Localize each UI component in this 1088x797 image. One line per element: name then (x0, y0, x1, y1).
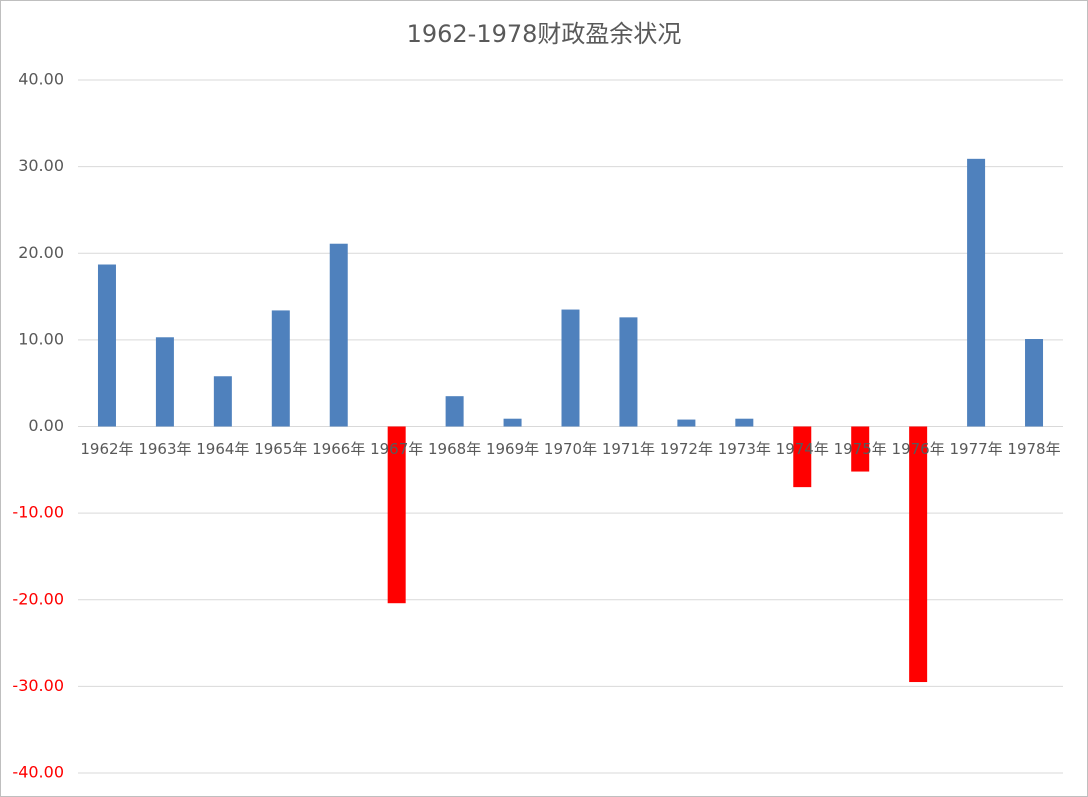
y-tick-label: 0.00 (28, 416, 64, 435)
bar (561, 309, 580, 427)
bar (271, 310, 290, 427)
y-tick-label: -20.00 (12, 589, 64, 608)
x-tick-label: 1970年 (544, 440, 597, 458)
bar (619, 317, 638, 427)
y-tick-label: 40.00 (18, 70, 64, 89)
bar (213, 376, 232, 427)
bar (793, 426, 812, 488)
bar (445, 396, 464, 427)
bar (851, 426, 870, 472)
bar (329, 243, 348, 427)
x-tick-label: 1969年 (486, 440, 539, 458)
y-tick-label: 10.00 (18, 329, 64, 348)
bar (155, 337, 174, 427)
y-tick-label: -30.00 (12, 676, 64, 695)
x-tick-label: 1974年 (776, 440, 829, 458)
x-tick-label: 1964年 (196, 440, 249, 458)
chart-title: 1962-1978财政盈余状况 (407, 20, 682, 48)
y-tick-label: -10.00 (12, 503, 64, 522)
x-tick-label: 1972年 (660, 440, 713, 458)
x-tick-label: 1975年 (834, 440, 887, 458)
x-tick-label: 1971年 (602, 440, 655, 458)
y-tick-label: 30.00 (18, 156, 64, 175)
x-tick-label: 1978年 (1007, 440, 1060, 458)
x-tick-label: 1965年 (254, 440, 307, 458)
x-tick-label: 1973年 (718, 440, 771, 458)
x-tick-label: 1976年 (892, 440, 945, 458)
x-tick-label: 1962年 (80, 440, 133, 458)
bar (387, 426, 406, 604)
x-tick-label: 1966年 (312, 440, 365, 458)
y-tick-label: -40.00 (12, 763, 64, 782)
x-tick-label: 1967年 (370, 440, 423, 458)
x-tick-label: 1963年 (138, 440, 191, 458)
bar (677, 419, 696, 427)
bar (967, 158, 986, 427)
bar (909, 426, 928, 683)
bar (97, 264, 116, 427)
bar (503, 418, 522, 427)
bar (735, 418, 754, 427)
x-tick-label: 1977年 (949, 440, 1002, 458)
x-tick-label: 1968年 (428, 440, 481, 458)
bar (1025, 339, 1044, 427)
y-tick-label: 20.00 (18, 243, 64, 262)
